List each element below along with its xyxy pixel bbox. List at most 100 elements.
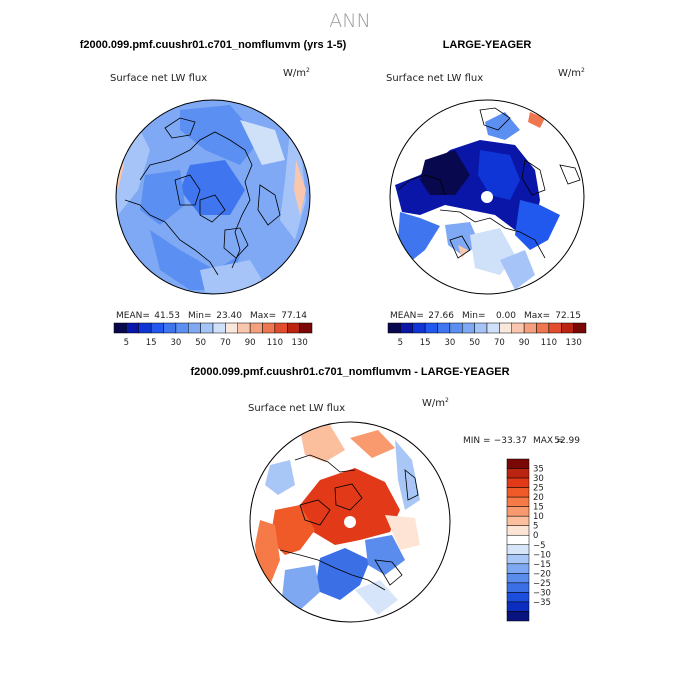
panel-c-map-border xyxy=(249,421,451,623)
colorbar-swatch xyxy=(249,322,263,334)
panel-b-mean-label: MEAN= xyxy=(390,311,424,321)
colorbar-tick-label: 90 xyxy=(245,338,256,348)
colorbar-swatch xyxy=(113,322,127,334)
colorbar-tick-label: −35 xyxy=(533,598,551,608)
colorbar-tick-label: 50 xyxy=(469,338,480,348)
colorbar-swatch xyxy=(387,322,401,334)
panel-a-units: W/m2 xyxy=(283,67,310,79)
colorbar-swatch xyxy=(437,322,451,334)
panel-a-max-label: Max= xyxy=(250,311,276,321)
colorbar-tick-label: 0 xyxy=(533,531,538,541)
panel-c: Surface net LW flux W/m2 xyxy=(248,397,580,623)
colorbar-swatch xyxy=(400,322,413,334)
panel-a-mean-value: 41.53 xyxy=(154,311,180,321)
colorbar-tick-label: 30 xyxy=(444,338,455,348)
panel-a-variable-label: Surface net LW flux xyxy=(110,73,207,84)
colorbar-swatch xyxy=(299,322,313,334)
colorbar-swatch xyxy=(274,322,288,334)
colorbar-tick-label: 5 xyxy=(398,338,403,348)
panel-a-max-value: 77.14 xyxy=(281,311,307,321)
panel-a-map xyxy=(116,100,310,294)
colorbar-swatch xyxy=(200,322,214,334)
colorbar-swatch xyxy=(462,322,475,334)
colorbar-swatch xyxy=(506,611,530,622)
colorbar-swatch xyxy=(449,322,463,334)
colorbar-tick-label: 30 xyxy=(533,474,544,484)
colorbar-tick-label: 15 xyxy=(420,338,431,348)
colorbar-swatch xyxy=(499,322,512,334)
colorbar-tick-label: −10 xyxy=(533,550,551,560)
panel-b-variable-label: Surface net LW flux xyxy=(386,73,483,84)
colorbar-swatch xyxy=(506,544,530,555)
panel-b-units: W/m2 xyxy=(558,67,585,79)
colorbar-swatch xyxy=(175,322,189,334)
panel-c-stats: MIN = −33.37 MAX = 52.99 xyxy=(463,436,580,446)
colorbar-tick-label: −5 xyxy=(533,541,546,551)
colorbar-swatch xyxy=(486,322,500,334)
colorbar-swatch xyxy=(188,322,201,334)
colorbar-swatch xyxy=(536,322,550,334)
colorbar-swatch xyxy=(212,322,226,334)
colorbar-tick-label: 20 xyxy=(533,493,544,503)
colorbar-swatch xyxy=(506,601,530,612)
colorbar-swatch xyxy=(412,322,426,334)
colorbar-tick-label: 70 xyxy=(220,338,231,348)
figure-title: ANN xyxy=(329,10,370,32)
colorbar-tick-label: 35 xyxy=(533,465,544,475)
colorbar-tick-label: 30 xyxy=(170,338,181,348)
colorbar-swatch xyxy=(511,322,525,334)
colorbar-tick-label: −25 xyxy=(533,579,551,589)
panel-b-mean-value: 27.66 xyxy=(428,311,454,321)
panel-a-stats: MEAN= 41.53 Min= 23.40 Max= 77.14 xyxy=(116,311,307,321)
colorbar-tick-label: 15 xyxy=(146,338,157,348)
colorbar-swatch xyxy=(138,322,152,334)
panel-c-min-value: −33.37 xyxy=(494,436,527,446)
colorbar-swatch xyxy=(506,525,530,536)
panel-a-heading: f2000.099.pmf.cuushr01.c701_nomflumvm (y… xyxy=(80,39,347,51)
panel-b-max-label: Max= xyxy=(524,311,550,321)
panel-a-min-label: Min= xyxy=(188,311,212,321)
panel-c-max-label: MAX = xyxy=(533,436,564,446)
colorbar-swatch xyxy=(474,322,488,334)
panel-c-max-value: 52.99 xyxy=(554,436,580,446)
colorbar-swatch xyxy=(424,322,438,334)
colorbar-swatch xyxy=(506,592,530,603)
colorbar-swatch xyxy=(506,506,530,517)
panel-a-min-value: 23.40 xyxy=(216,311,242,321)
panel-b-min-label: Min= xyxy=(462,311,486,321)
colorbar-swatch xyxy=(573,322,587,334)
colorbar-swatch xyxy=(237,322,251,334)
colorbar-tick-label: −30 xyxy=(533,588,551,598)
colorbar-tick-label: 15 xyxy=(533,503,544,513)
colorbar-swatch xyxy=(163,322,177,334)
colorbar-tick-label: 110 xyxy=(267,338,283,348)
colorbar-swatch xyxy=(506,534,530,546)
colorbar-tick-label: 70 xyxy=(494,338,505,348)
colorbar-swatch xyxy=(287,322,300,334)
colorbar-tick-label: 10 xyxy=(533,512,544,522)
panel-a-map-border xyxy=(115,99,311,295)
colorbar-tick-label: 50 xyxy=(195,338,206,348)
colorbar-tick-label: −15 xyxy=(533,560,551,570)
colorbar-swatch xyxy=(262,322,276,334)
colorbar-tick-label: −20 xyxy=(533,569,551,579)
colorbar-swatch xyxy=(548,322,562,334)
panel-b-min-value: 0.00 xyxy=(496,311,516,321)
panel-a: Surface net LW flux W/m2 xyxy=(110,67,313,348)
colorbar-swatch xyxy=(225,322,238,334)
panel-c-units: W/m2 xyxy=(422,397,449,409)
colorbar-tick-label: 110 xyxy=(541,338,557,348)
panel-c-min-label: MIN = xyxy=(463,436,491,446)
panel-b-map-border xyxy=(389,99,585,295)
colorbar-swatch xyxy=(523,322,537,334)
panel-b: Surface net LW flux W/m2 xyxy=(386,67,587,348)
panel-b-heading: LARGE-YEAGER xyxy=(443,39,532,51)
colorbar-swatch xyxy=(150,322,164,334)
colorbar-swatch xyxy=(506,554,530,565)
colorbar-swatch xyxy=(506,468,530,479)
colorbar-tick-label: 25 xyxy=(533,484,544,494)
colorbar-swatch xyxy=(506,582,530,593)
colorbar-swatch xyxy=(506,515,530,526)
panel-a-colorbar: 5 15 30 50 70 90 110 130 xyxy=(113,322,313,348)
